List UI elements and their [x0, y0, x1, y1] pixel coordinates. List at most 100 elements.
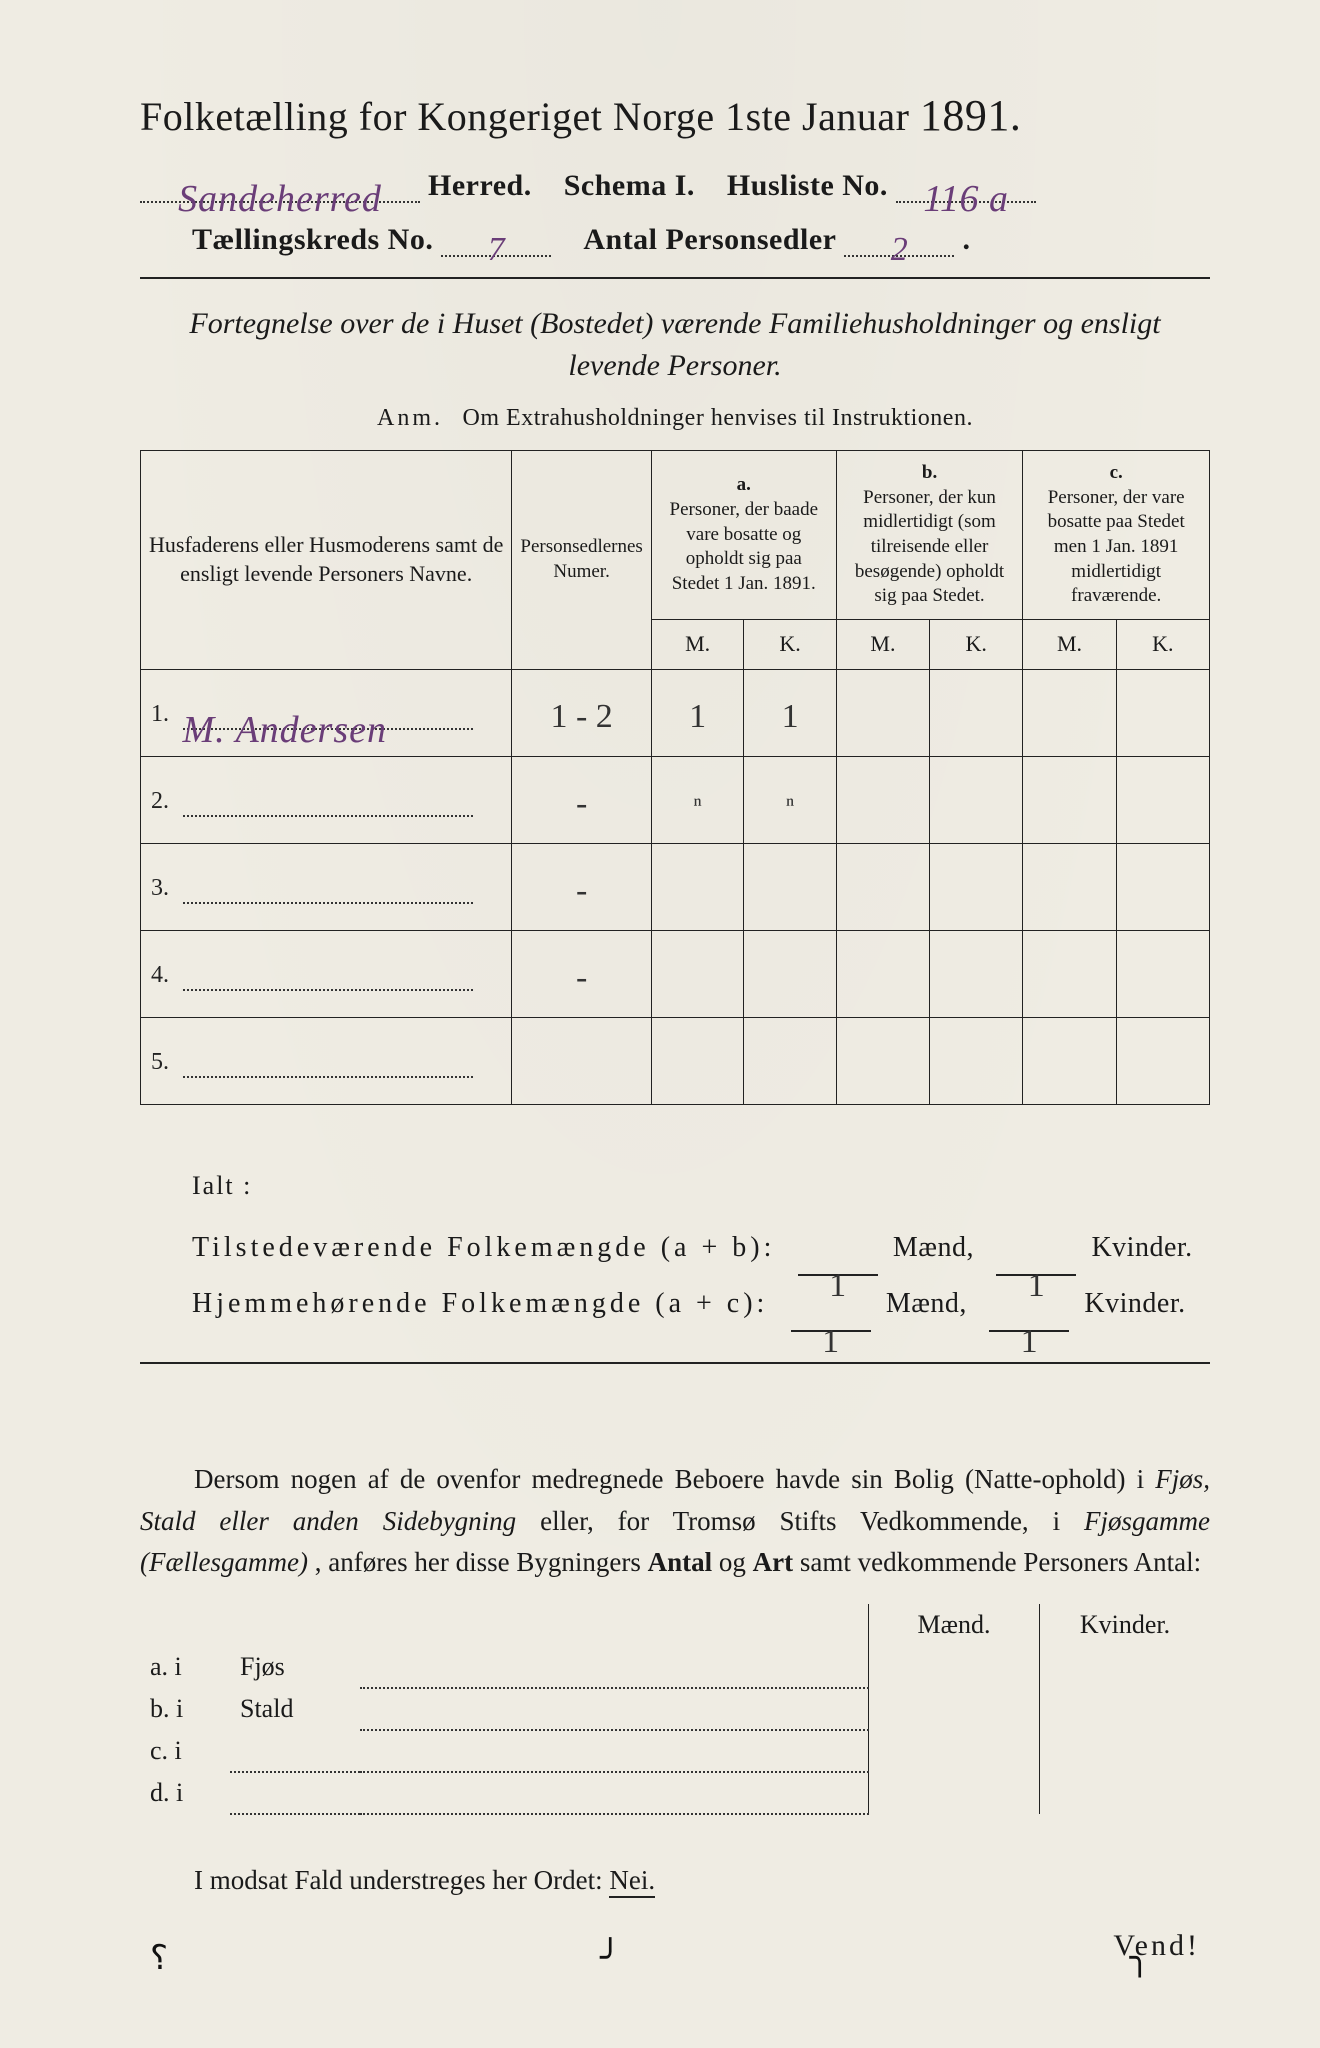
th-b-label: b. — [922, 462, 937, 483]
cell-bm — [836, 930, 929, 1017]
cell-am: 1 — [651, 669, 744, 756]
th-ak: K. — [744, 620, 836, 670]
cell-bk — [930, 930, 1023, 1017]
bt-kind — [230, 1772, 360, 1814]
cell-ck — [1116, 843, 1209, 930]
cell-ak: ⁿ — [744, 756, 836, 843]
th-c: c. Personer, der vare bosatte paa Stedet… — [1023, 451, 1210, 620]
th-num: Personsedlernes Numer. — [512, 451, 651, 670]
last-line: I modsat Fald understreges her Ordet: Ne… — [140, 1865, 1210, 1896]
title-year: 1891. — [920, 91, 1022, 140]
name-line: M. Andersen — [183, 704, 473, 730]
para-t3: , anføres her disse Bygningers — [315, 1547, 648, 1577]
totals-row-1: Tilstedeværende Folkemængde (a + b): 1 M… — [192, 1220, 1210, 1276]
subtitle: Fortegnelse over de i Huset (Bostedet) v… — [140, 303, 1210, 387]
totals-l1m-field: 1 — [798, 1252, 878, 1276]
bt-cell-k — [1040, 1646, 1211, 1688]
para-b2: Art — [753, 1547, 793, 1577]
table-row: 3. - — [141, 843, 1210, 930]
cell-bk — [930, 1017, 1023, 1104]
cell-am — [651, 843, 744, 930]
bt-cell-k — [1040, 1730, 1211, 1772]
ialt-label: Ialt : — [192, 1160, 1210, 1212]
cell-cm — [1023, 843, 1116, 930]
cell-ck — [1116, 669, 1209, 756]
name-line — [183, 1052, 473, 1078]
cell-am — [651, 930, 744, 1017]
bt-row: a. i Fjøs — [140, 1646, 1210, 1688]
table-row: 4. - — [141, 930, 1210, 1017]
th-bm: M. — [836, 620, 929, 670]
cell-cm — [1023, 1017, 1116, 1104]
totals-kvinder-1: Kvinder. — [1091, 1232, 1192, 1263]
totals-kvinder-2: Kvinder. — [1084, 1288, 1185, 1319]
th-c-label: c. — [1110, 462, 1123, 483]
th-am: M. — [651, 620, 744, 670]
antal-period: . — [962, 223, 970, 256]
header-line-2: Sandeherred Herred. Schema I. Husliste N… — [140, 169, 1210, 203]
census-form-page: Folketælling for Kongeriget Norge 1ste J… — [0, 0, 1320, 2048]
bottom-table-wrap: Mænd. Kvinder. a. i Fjøs b. i Stald c. i — [140, 1604, 1210, 1815]
cell-name: 3. — [141, 843, 512, 930]
th-a-text: Personer, der baade vare bosatte og opho… — [670, 499, 819, 594]
th-a-label: a. — [737, 474, 751, 495]
rownum: 1. — [151, 701, 175, 728]
cell-bk — [930, 843, 1023, 930]
ak-value: 1 — [782, 698, 799, 736]
rownum: 5. — [151, 1049, 175, 1076]
cell-name: 2. — [141, 756, 512, 843]
bt-row: c. i — [140, 1730, 1210, 1772]
bt-lab: a. i — [140, 1646, 230, 1688]
tkreds-field: 7 — [441, 227, 551, 257]
th-name: Husfaderens eller Husmoderens samt de en… — [141, 451, 512, 670]
subtitle-text: Fortegnelse over de i Huset (Bostedet) v… — [189, 307, 1160, 382]
bt-empty — [230, 1604, 360, 1646]
am-value: ⁿ — [694, 790, 702, 820]
am-value: 1 — [689, 698, 706, 736]
name-line — [183, 791, 473, 817]
instruction-paragraph: Dersom nogen af de ovenfor medregnede Be… — [140, 1459, 1210, 1585]
bt-empty — [140, 1604, 230, 1646]
cell-am: ⁿ — [651, 756, 744, 843]
num-value: - — [576, 872, 587, 910]
cell-bk — [930, 756, 1023, 843]
cell-num: - — [512, 930, 651, 1017]
title-prefix: Folketælling for Kongeriget Norge 1ste J… — [140, 94, 909, 139]
cell-name: 1. M. Andersen — [141, 669, 512, 756]
cell-num: 1 - 2 — [512, 669, 651, 756]
totals-l2m: 1 — [822, 1308, 840, 1376]
totals-maend-1: Mænd, — [893, 1232, 974, 1263]
herred-field: Sandeherred — [140, 173, 420, 203]
schema-label: Schema I. — [564, 169, 695, 202]
bt-head-row: Mænd. Kvinder. — [140, 1604, 1210, 1646]
bt-dots — [360, 1772, 869, 1814]
name-line — [183, 878, 473, 904]
table-head-row-1: Husfaderens eller Husmoderens samt de en… — [141, 451, 1210, 620]
cell-ak — [744, 930, 836, 1017]
cell-name: 4. — [141, 930, 512, 1017]
cell-num: - — [512, 843, 651, 930]
th-ck: K. — [1116, 620, 1209, 670]
page-title: Folketælling for Kongeriget Norge 1ste J… — [140, 90, 1210, 141]
binding-mark-icon: ⸮ — [150, 1938, 168, 1978]
cell-cm — [1023, 930, 1116, 1017]
th-num-text: Personsedlernes Numer. — [520, 536, 642, 582]
name-value: M. Andersen — [183, 708, 388, 734]
lastline-text: I modsat Fald understreges her Ordet: — [194, 1865, 609, 1895]
antal-value: 2 — [891, 231, 909, 269]
rownum: 2. — [151, 788, 175, 815]
binding-mark-icon: ╯ — [600, 1938, 620, 1978]
bt-cell-m — [869, 1688, 1040, 1730]
header-line-3: Tællingskreds No. 7 Antal Personsedler 2… — [192, 223, 1210, 257]
cell-ak — [744, 843, 836, 930]
tkreds-value: 7 — [488, 231, 506, 269]
totals-row-2: Hjemmehørende Folkemængde (a + c): 1 Mæn… — [192, 1276, 1210, 1332]
table-row: 1. M. Andersen 1 - 2 1 1 — [141, 669, 1210, 756]
bt-lab: c. i — [140, 1730, 230, 1772]
th-bk: K. — [930, 620, 1023, 670]
rownum: 3. — [151, 875, 175, 902]
bt-row: d. i — [140, 1772, 1210, 1814]
th-b: b. Personer, der kun midlertidigt (som t… — [836, 451, 1023, 620]
th-name-text: Husfaderens eller Husmoderens samt de en… — [149, 532, 503, 586]
antal-field: 2 — [844, 227, 954, 257]
